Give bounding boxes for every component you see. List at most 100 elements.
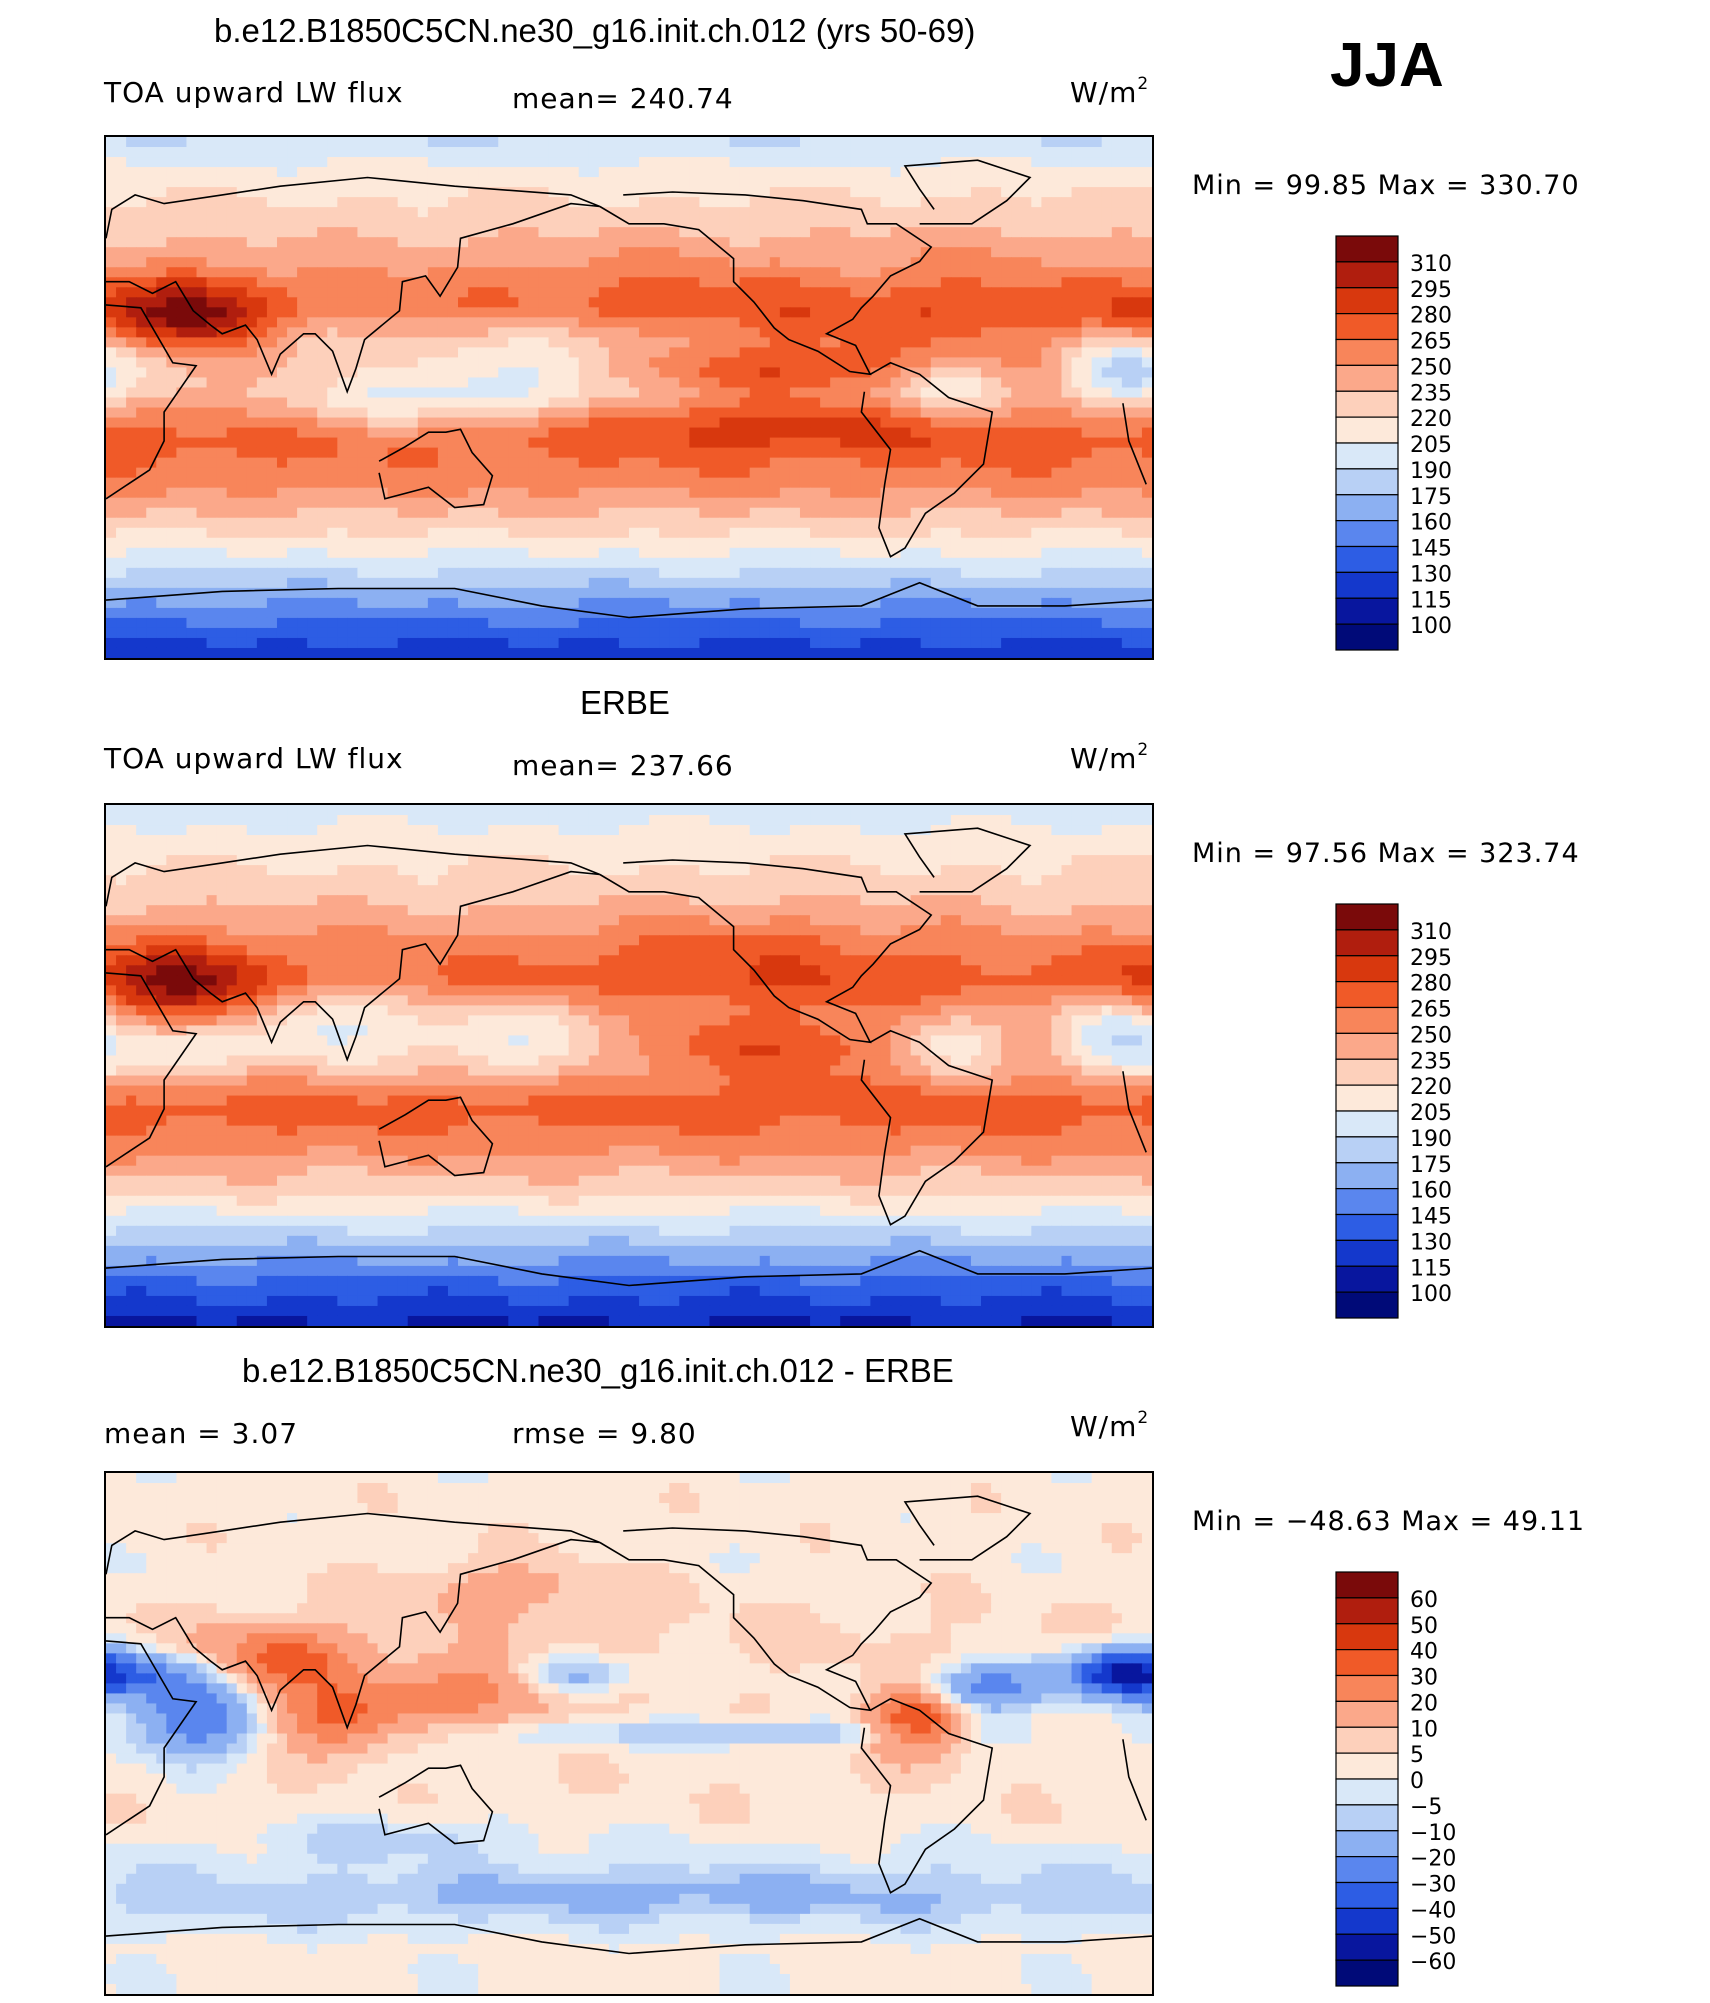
map-cell	[1021, 237, 1032, 248]
map-cell	[970, 247, 982, 258]
map-cell	[729, 487, 741, 499]
map-cell	[216, 267, 228, 278]
map-cell	[659, 357, 670, 369]
map-cell	[709, 427, 721, 439]
map-cell	[488, 307, 499, 318]
map-cell	[186, 207, 198, 218]
map-cell	[970, 207, 982, 218]
map-cell	[437, 537, 449, 549]
map-cell	[649, 157, 660, 168]
map-cell	[749, 387, 761, 399]
map-cell	[719, 227, 731, 238]
map-cell	[659, 387, 670, 399]
map-cell	[900, 147, 912, 158]
map-cell	[297, 457, 308, 469]
map-cell	[970, 237, 982, 248]
map-cell	[558, 497, 570, 509]
map-cell	[256, 427, 268, 439]
map-cell	[1141, 467, 1152, 479]
map-cell	[1051, 187, 1063, 198]
map-cell	[317, 597, 328, 609]
map-cell	[347, 267, 359, 278]
map-cell	[1071, 367, 1083, 379]
map-cell	[216, 447, 228, 459]
map-cell	[186, 497, 198, 509]
map-cell	[1051, 587, 1063, 599]
map-cell	[307, 297, 318, 308]
map-cell	[649, 267, 660, 278]
map-cell	[659, 397, 670, 409]
map-cell	[538, 377, 550, 389]
map-cell	[719, 177, 731, 188]
map-cell	[1021, 317, 1032, 328]
map-cell	[799, 437, 811, 449]
map-cell	[679, 577, 690, 589]
map-cell	[1111, 477, 1123, 489]
map-cell	[468, 347, 479, 359]
map-cell	[146, 597, 157, 609]
map-cell	[357, 217, 369, 228]
map-cell	[799, 307, 811, 318]
map-cell	[890, 507, 902, 519]
map-cell	[548, 237, 560, 248]
map-cell	[749, 307, 761, 318]
map-cell	[468, 547, 479, 559]
map-cell	[639, 547, 650, 559]
map-cell	[729, 497, 741, 509]
map-cell	[1141, 377, 1152, 389]
map-cell	[266, 287, 278, 298]
map-cell	[1101, 377, 1113, 389]
map-cell	[236, 197, 248, 208]
map-cell	[156, 377, 167, 389]
map-cell	[397, 587, 409, 599]
map-cell	[287, 327, 298, 338]
map-cell	[126, 487, 137, 499]
map-cell	[196, 307, 208, 318]
map-cell	[850, 477, 861, 489]
map-cell	[458, 327, 469, 338]
map-cell	[719, 527, 731, 539]
map-cell	[1061, 227, 1073, 238]
map-cell	[216, 177, 228, 188]
map-cell	[528, 397, 540, 409]
map-cell	[890, 427, 902, 439]
map-cell	[297, 287, 308, 298]
map-cell	[920, 347, 932, 359]
map-cell	[437, 477, 449, 489]
map-cell	[437, 607, 449, 619]
map-cell	[317, 257, 328, 268]
map-cell	[960, 217, 972, 228]
map-cell	[266, 167, 278, 178]
map-cell	[820, 587, 831, 599]
map-cell	[981, 497, 992, 509]
map-cell	[639, 597, 650, 609]
map-cell	[236, 367, 248, 379]
map-cell	[458, 357, 469, 369]
map-cell	[427, 417, 439, 429]
map-cell	[820, 507, 831, 519]
map-cell	[146, 237, 157, 248]
map-cell	[1031, 387, 1042, 399]
map-cell	[779, 467, 791, 479]
map-cell	[689, 477, 701, 489]
map-cell	[276, 487, 288, 499]
map-cell	[880, 527, 892, 539]
map-cell	[749, 227, 761, 238]
map-cell	[176, 217, 188, 228]
map-cell	[940, 487, 952, 499]
map-cell	[659, 447, 670, 459]
map-cell	[709, 267, 721, 278]
map-cell	[357, 447, 369, 459]
map-cell	[437, 597, 449, 609]
map-cell	[900, 377, 912, 389]
map-cell	[669, 487, 680, 499]
map-cell	[608, 567, 620, 579]
map-cell	[840, 337, 851, 348]
map-cell	[789, 447, 801, 459]
map-cell	[880, 397, 892, 409]
map-cell	[468, 187, 479, 198]
map-cell	[1041, 557, 1053, 569]
map-cell	[1021, 567, 1032, 579]
map-cell	[749, 587, 761, 599]
map-cell	[699, 137, 711, 148]
